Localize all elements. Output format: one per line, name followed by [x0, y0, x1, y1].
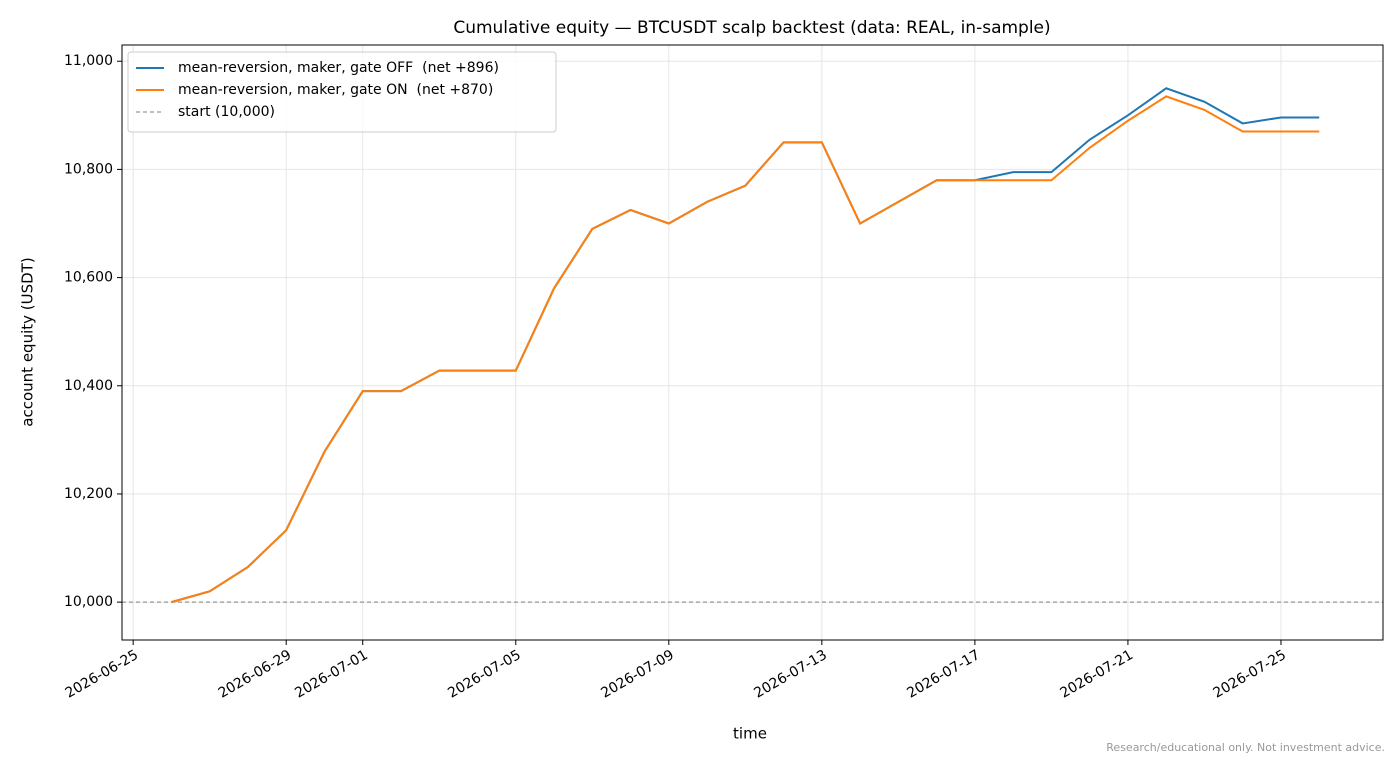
x-tick-label: 2026-07-01	[292, 647, 370, 702]
x-tick-label: 2026-07-13	[751, 647, 829, 702]
y-tick-label: 10,400	[64, 378, 113, 394]
footnote: Research/educational only. Not investmen…	[1106, 741, 1385, 754]
x-tick-label: 2026-07-09	[598, 647, 676, 702]
chart-title: Cumulative equity — BTCUSDT scalp backte…	[453, 18, 1050, 38]
y-tick-label: 10,200	[64, 486, 113, 502]
series-line	[171, 95, 1320, 604]
y-axis-label: account equity (USDT)	[19, 257, 37, 426]
y-tick-label: 11,000	[64, 53, 113, 69]
x-axis-label: time	[733, 725, 767, 743]
x-tick-label: 2026-06-25	[63, 647, 141, 702]
x-tick-label: 2026-07-17	[904, 647, 982, 702]
legend-label: mean-reversion, maker, gate OFF (net +89…	[178, 60, 499, 76]
x-tick-label: 2026-07-05	[445, 647, 523, 702]
x-tick-label: 2026-07-25	[1210, 647, 1288, 702]
y-tick-label: 10,000	[64, 594, 113, 610]
legend-label: start (10,000)	[178, 104, 275, 120]
plot-frame	[121, 44, 1384, 641]
legend-label: mean-reversion, maker, gate ON (net +870…	[178, 82, 493, 98]
y-tick-label: 10,800	[64, 161, 113, 177]
x-tick-label: 2026-07-21	[1057, 647, 1135, 702]
series-line	[171, 87, 1320, 604]
y-tick-label: 10,600	[64, 270, 113, 286]
legend-box	[127, 51, 557, 133]
legend: mean-reversion, maker, gate OFF (net +89…	[127, 51, 557, 133]
x-tick-label: 2026-06-29	[216, 647, 294, 702]
